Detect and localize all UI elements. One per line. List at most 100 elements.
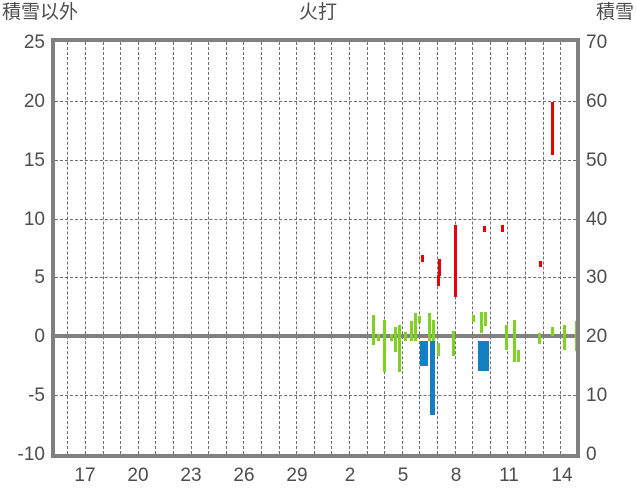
plot-frame bbox=[51, 38, 580, 458]
y-tick-label-left: 25 bbox=[23, 32, 45, 53]
vertical-gridline bbox=[472, 42, 474, 454]
increase-segment bbox=[575, 321, 576, 351]
vertical-gridline bbox=[120, 42, 122, 454]
plot-canvas bbox=[55, 42, 576, 454]
decrease-bar bbox=[430, 341, 435, 415]
vertical-gridline bbox=[525, 42, 526, 454]
x-tick-label: 17 bbox=[74, 465, 96, 486]
chart-title: 火打 bbox=[298, 2, 337, 23]
snow-depth-segment bbox=[454, 225, 457, 297]
horizontal-gridline bbox=[55, 395, 576, 397]
vertical-gridline bbox=[560, 42, 562, 454]
snow-depth-segment bbox=[421, 255, 424, 262]
increase-segment bbox=[437, 343, 440, 356]
increase-segment bbox=[472, 315, 475, 322]
increase-segment bbox=[551, 327, 554, 336]
vertical-gridline bbox=[296, 42, 298, 454]
y-axis-right-ticks: 70 60 50 40 30 20 10 0 bbox=[586, 0, 636, 501]
vertical-gridline bbox=[384, 42, 386, 454]
y-tick-label-left: 10 bbox=[23, 208, 45, 230]
y-axis-left-ticks: 25 20 15 10 5 0 -5 -10 bbox=[0, 0, 45, 501]
horizontal-gridline bbox=[55, 159, 576, 161]
increase-segment bbox=[452, 331, 455, 356]
snow-depth-segment bbox=[483, 226, 486, 232]
x-tick-label: 29 bbox=[286, 465, 308, 486]
increase-segment bbox=[390, 334, 393, 341]
x-tick-label: 11 bbox=[499, 465, 519, 486]
vertical-gridline bbox=[401, 42, 403, 454]
vertical-gridline bbox=[419, 42, 421, 454]
horizontal-gridline bbox=[55, 100, 576, 102]
vertical-gridline bbox=[366, 42, 368, 454]
increase-segment bbox=[432, 320, 435, 360]
snow-depth-segment bbox=[501, 225, 504, 232]
x-tick-label: 8 bbox=[450, 465, 462, 486]
vertical-gridline bbox=[278, 42, 280, 454]
vertical-gridline bbox=[173, 42, 174, 454]
increase-segment bbox=[404, 332, 407, 341]
zero-baseline bbox=[55, 334, 576, 339]
x-axis-ticks: 17 20 23 26 29 2 5 8 11 14 bbox=[0, 466, 636, 496]
y-tick-label-left: -5 bbox=[28, 385, 45, 407]
horizontal-gridline bbox=[55, 277, 576, 279]
y-tick-label-right: 10 bbox=[586, 385, 608, 407]
vertical-gridline bbox=[155, 42, 157, 454]
decrease-bar bbox=[478, 341, 489, 371]
vertical-gridline bbox=[85, 42, 86, 454]
y-tick-label-left: 5 bbox=[34, 267, 45, 289]
increase-segment bbox=[538, 333, 541, 344]
vertical-gridline bbox=[190, 42, 192, 454]
left-axis-title: 積雪以外 bbox=[2, 2, 79, 23]
y-tick-label-right: 60 bbox=[586, 90, 608, 112]
y-tick-label-right: 50 bbox=[586, 149, 608, 171]
increase-segment bbox=[484, 312, 487, 326]
x-tick-label: 20 bbox=[127, 465, 149, 486]
plot-area bbox=[51, 38, 580, 458]
snow-depth-segment bbox=[539, 261, 542, 267]
vertical-gridline bbox=[261, 42, 262, 454]
increase-segment bbox=[394, 327, 397, 352]
y-tick-label-right: 20 bbox=[586, 326, 608, 348]
vertical-gridline bbox=[243, 42, 245, 454]
vertical-gridline bbox=[507, 42, 509, 454]
increase-segment bbox=[410, 321, 413, 341]
x-tick-label: 5 bbox=[397, 465, 409, 486]
y-tick-label-right: 40 bbox=[586, 208, 608, 230]
increase-segment bbox=[517, 350, 520, 362]
y-tick-label-right: 0 bbox=[586, 444, 597, 465]
vertical-gridline bbox=[313, 42, 315, 454]
snow-depth-segment bbox=[438, 259, 441, 276]
decrease-bar bbox=[484, 341, 488, 352]
y-tick-label-left: 20 bbox=[23, 90, 45, 112]
vertical-gridline bbox=[542, 42, 544, 454]
vertical-gridline bbox=[331, 42, 333, 454]
snow-depth-segment bbox=[437, 275, 440, 286]
vertical-gridline bbox=[489, 42, 491, 454]
y-tick-label-left: 0 bbox=[34, 326, 45, 348]
increase-segment bbox=[414, 313, 417, 341]
snow-depth-segment bbox=[551, 102, 554, 155]
increase-segment bbox=[428, 313, 431, 341]
increase-segment bbox=[480, 312, 483, 333]
vertical-gridline bbox=[225, 42, 227, 454]
vertical-gridline bbox=[102, 42, 104, 454]
x-tick-label: 14 bbox=[551, 465, 573, 486]
decrease-bar bbox=[420, 341, 428, 366]
horizontal-gridline bbox=[55, 218, 576, 220]
vertical-gridline bbox=[137, 42, 139, 454]
increase-segment bbox=[383, 320, 386, 372]
vertical-gridline bbox=[349, 42, 350, 454]
x-tick-label: 26 bbox=[233, 465, 255, 486]
y-tick-label-right: 70 bbox=[586, 32, 608, 53]
vertical-gridline bbox=[437, 42, 438, 454]
right-axis-title: 積雪 bbox=[595, 2, 634, 23]
increase-segment bbox=[398, 325, 401, 372]
y-tick-label-left: 15 bbox=[23, 149, 45, 171]
increase-segment bbox=[505, 325, 508, 350]
increase-segment bbox=[418, 316, 421, 323]
vertical-gridline bbox=[67, 42, 69, 454]
y-tick-label-right: 30 bbox=[586, 267, 608, 289]
increase-segment bbox=[563, 325, 566, 350]
increase-segment bbox=[377, 334, 380, 341]
